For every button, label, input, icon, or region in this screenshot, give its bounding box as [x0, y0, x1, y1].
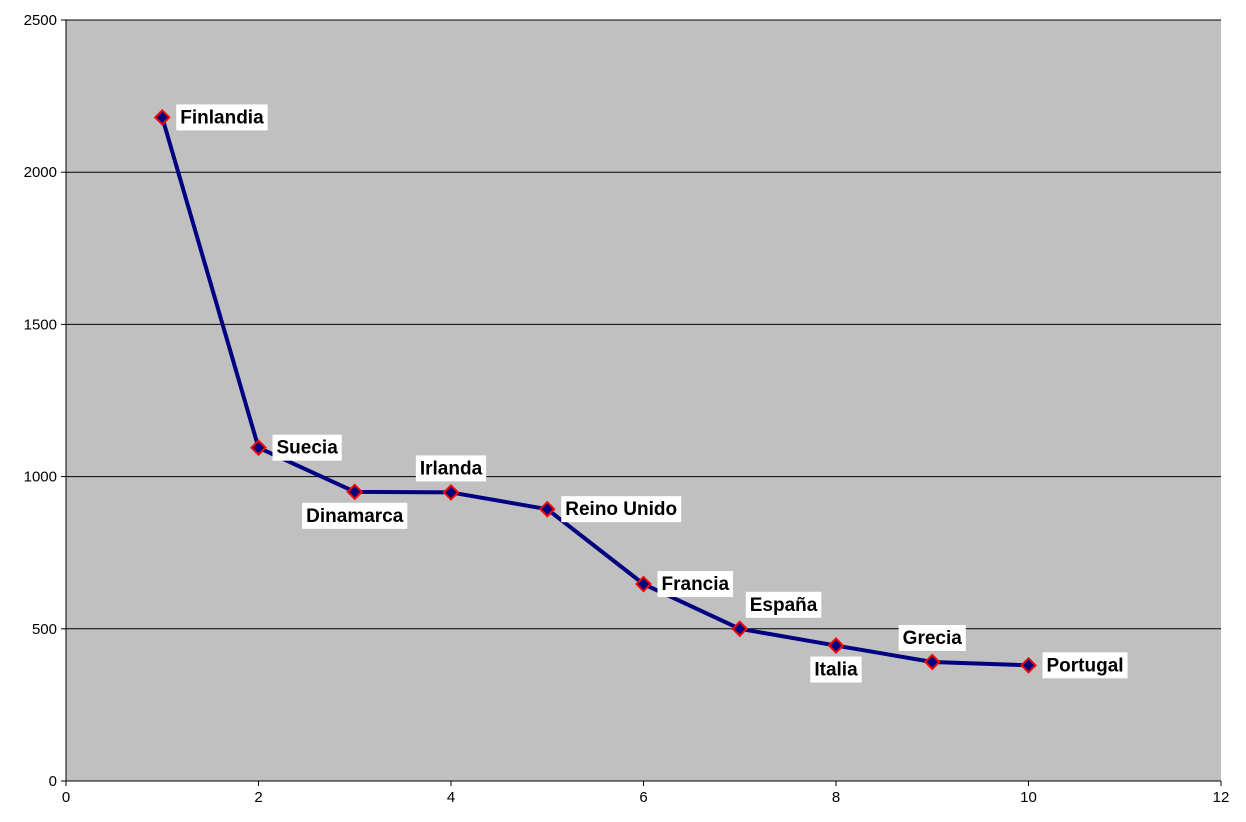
y-tick-label: 2000 [24, 164, 57, 181]
data-point-marker [731, 620, 749, 638]
data-point-marker [923, 653, 941, 671]
x-tick-label: 8 [832, 789, 840, 806]
data-point-marker [1020, 656, 1037, 674]
data-label: Dinamarca [302, 502, 408, 529]
data-label-background [810, 656, 862, 683]
data-label-text: Suecia [277, 438, 339, 459]
data-label-background [302, 502, 408, 529]
data-label: Francia [657, 571, 734, 598]
data-point-marker [538, 500, 556, 518]
data-point-marker [827, 637, 845, 654]
x-tick-label: 12 [1213, 789, 1230, 806]
data-label: España [745, 591, 822, 618]
data-label: Italia [810, 656, 862, 683]
point-labels: Finlandia Suecia Dinamarca Irlanda Reino Uni… [176, 104, 1128, 683]
data-label: Suecia [272, 434, 342, 461]
data-label-background [272, 434, 342, 461]
data-point-marker [346, 483, 364, 501]
data-label-text: Francia [662, 574, 730, 595]
series-group [153, 108, 1037, 674]
data-label-text: Portugal [1047, 655, 1124, 676]
y-tick-label: 2500 [24, 12, 57, 29]
x-tick-label: 10 [1020, 789, 1037, 806]
gridlines [66, 19, 1221, 630]
data-label: Grecia [898, 624, 966, 651]
data-label: Finlandia [176, 104, 268, 131]
data-label-background [898, 624, 966, 651]
x-tick-label: 2 [254, 789, 262, 806]
y-tick-label: 1000 [24, 469, 57, 486]
data-label-text: Irlanda [420, 458, 483, 479]
axes [61, 19, 1222, 786]
data-label-background [1042, 652, 1128, 679]
y-tick-label: 1500 [24, 316, 57, 333]
data-label-background [176, 104, 268, 131]
data-label: Portugal [1042, 652, 1128, 679]
data-label-text: Reino Unido [565, 499, 677, 520]
plot-area [66, 20, 1221, 781]
series-line [160, 116, 1029, 668]
data-label-background [561, 496, 682, 523]
data-label-text: Finlandia [180, 107, 264, 128]
data-point-marker [250, 439, 267, 457]
data-label-background [657, 571, 734, 598]
data-label-text: España [750, 595, 818, 616]
y-tick-labels: 0 500 1000 1500 2000 2500 [24, 12, 57, 790]
data-point-marker [153, 108, 171, 126]
data-label-text: Dinamarca [306, 506, 404, 527]
y-tick-label: 0 [49, 773, 57, 790]
x-tick-label: 4 [447, 789, 455, 806]
x-tick-label: 0 [62, 789, 70, 806]
data-point-marker [442, 484, 460, 501]
x-tick-label: 6 [639, 789, 647, 806]
data-label-text: Italia [814, 660, 858, 681]
data-label-text: Grecia [903, 628, 963, 649]
data-label-background [745, 591, 822, 618]
y-tick-label: 500 [32, 621, 57, 638]
data-label-background [415, 455, 487, 482]
data-point-marker [635, 575, 652, 593]
data-label: Reino Unido [561, 496, 682, 523]
data-label: Irlanda [415, 455, 487, 482]
x-tick-labels: 0 2 4 6 8 10 12 [62, 789, 1230, 806]
